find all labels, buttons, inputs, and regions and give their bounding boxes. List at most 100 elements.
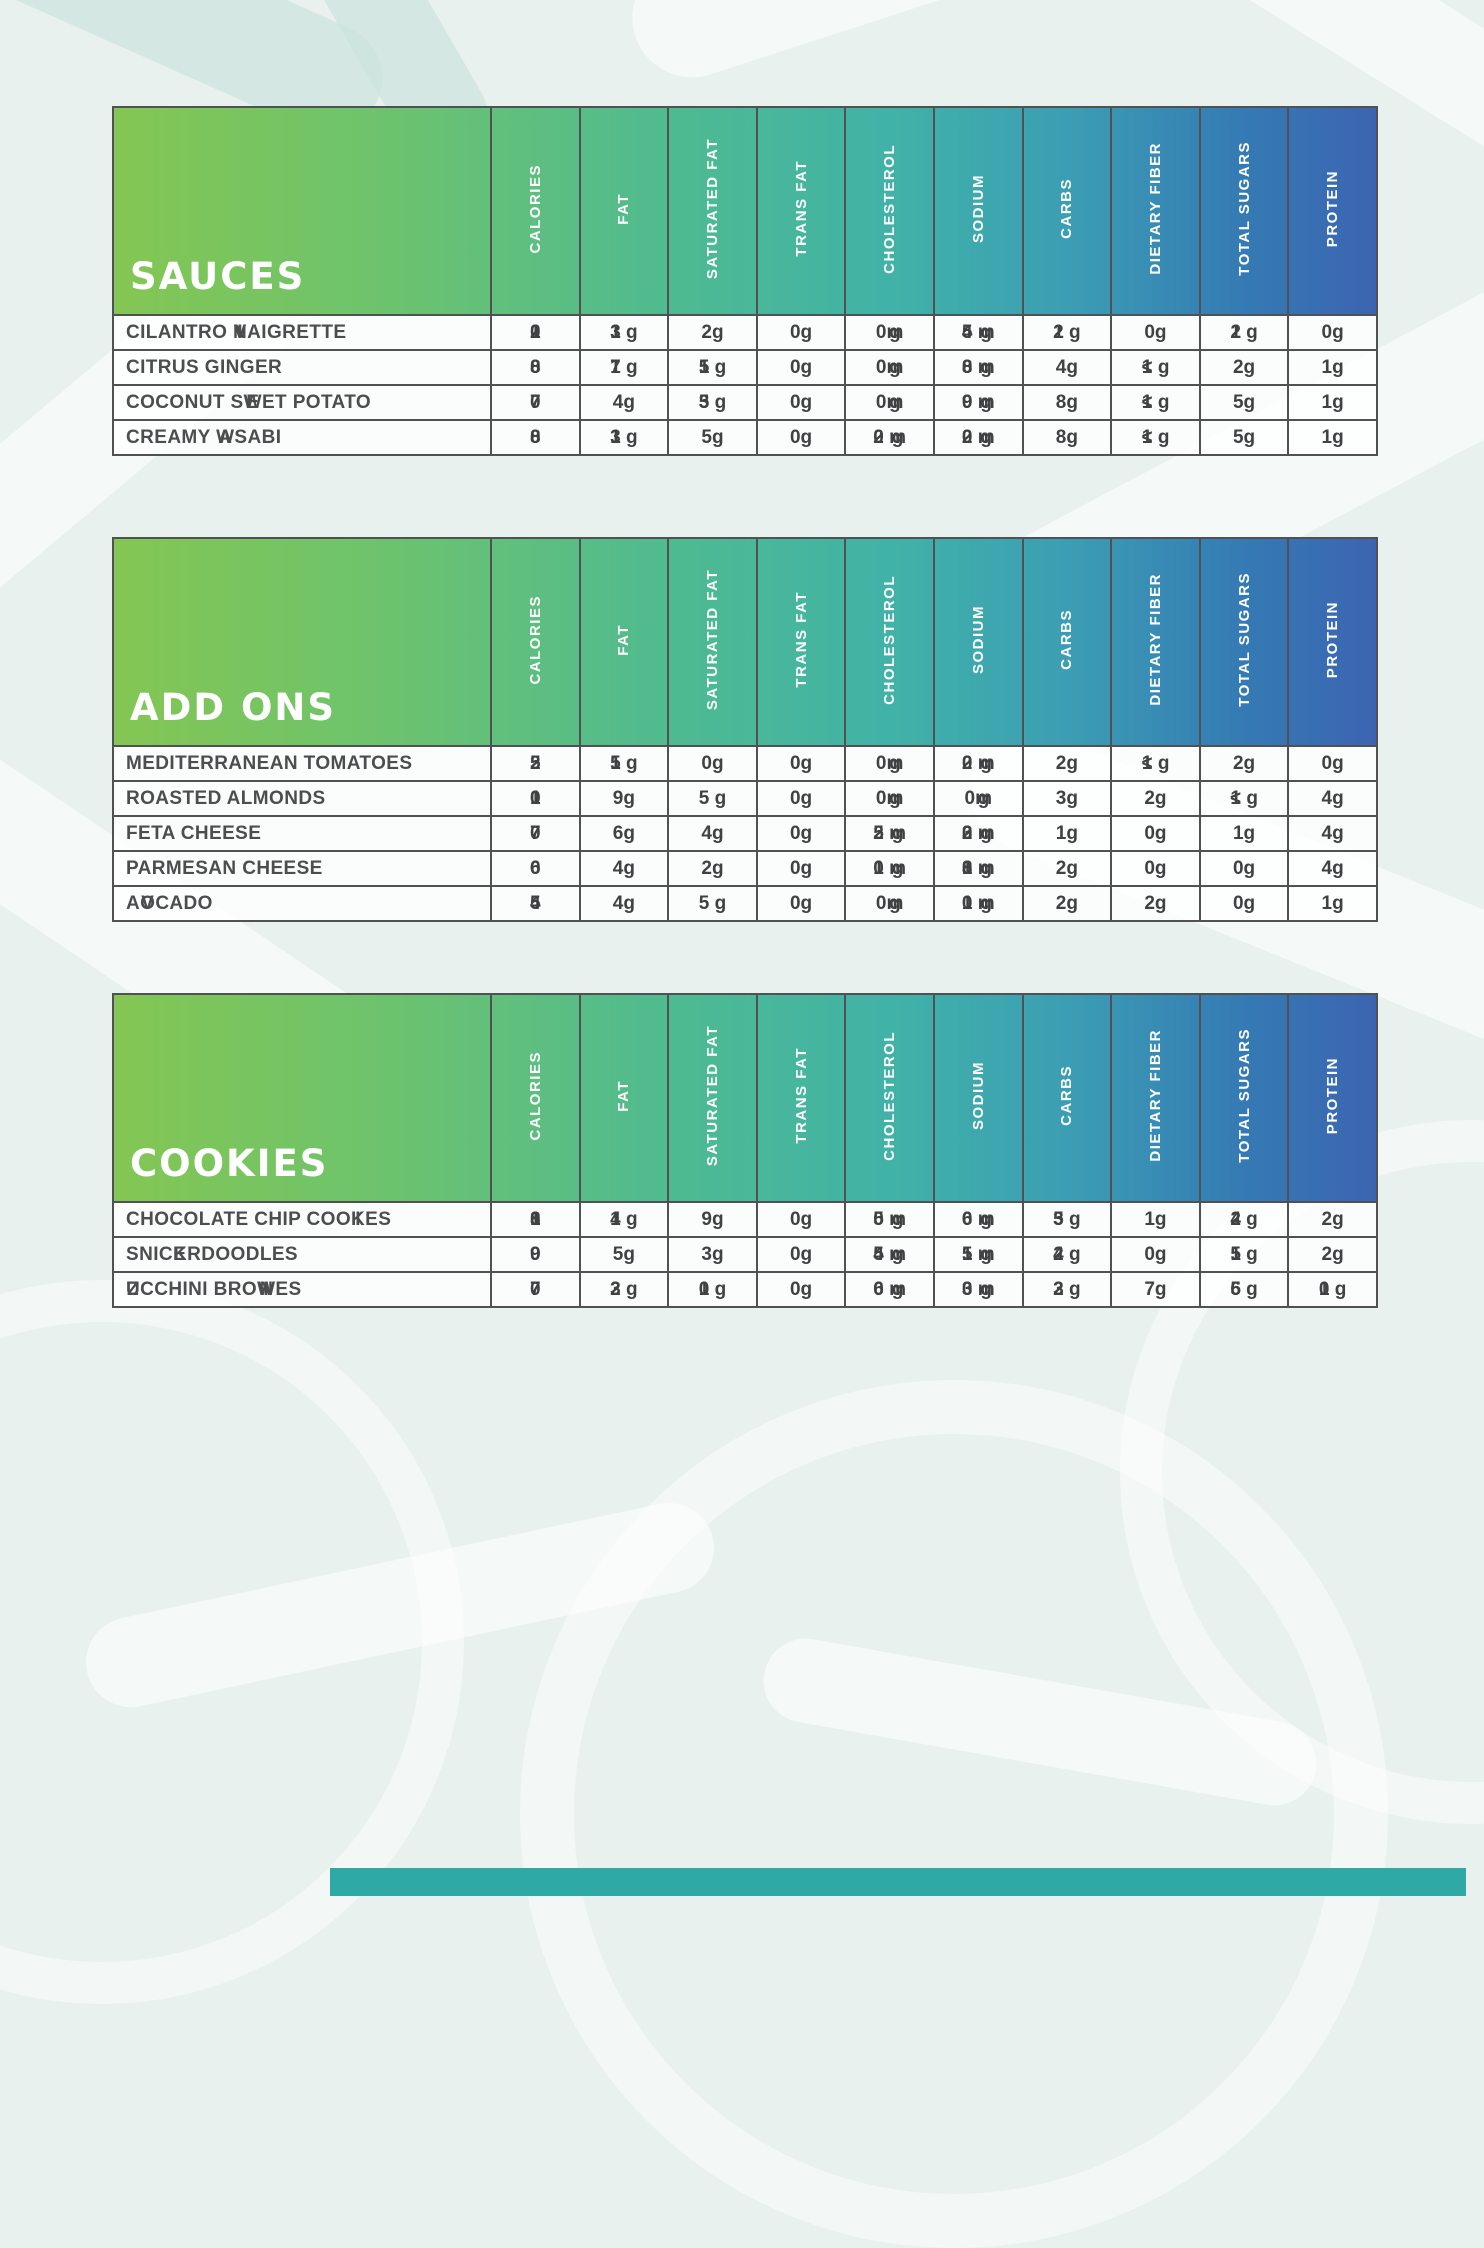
value-cell: 0g <box>667 745 758 782</box>
value-cell: 2g <box>1110 780 1201 817</box>
table-title-cell: ADD ONS <box>112 537 492 747</box>
value-cell: 4g <box>578 885 670 922</box>
row-label: CHOCOLATE CHIP COO K I ES <box>112 1201 492 1238</box>
column-header-cholesterol: CHOLESTEROL <box>844 537 935 747</box>
table-add-ons: ADD ONS CALORIES FAT SATURATED FAT TRANS FAT… <box>112 537 1378 922</box>
palm-swirl-decoration <box>520 1380 1388 2248</box>
column-header-total-sugars: TOTAL SUGARS <box>1198 537 1290 747</box>
value-cell: <1 g <box>1110 419 1201 456</box>
column-header-fat: FAT <box>578 537 670 747</box>
value-cell: 2g <box>1287 1201 1378 1238</box>
value-cell: 3g <box>667 1236 758 1273</box>
row-label: CITRUS GINGER <box>112 349 492 386</box>
table-title: ADD ONS <box>130 686 337 729</box>
value-cell: 5g <box>1198 419 1290 456</box>
value-cell: 4g <box>667 815 758 852</box>
value-cell: 1g <box>1287 349 1378 386</box>
table-sauces: SAUCES CALORIES FAT SATURATED FAT TRANS FAT C… <box>112 106 1378 456</box>
value-cell: 0g <box>755 1236 847 1273</box>
column-header-trans-fat: TRANS FAT <box>755 537 847 747</box>
value-cell: 0g <box>755 780 847 817</box>
value-cell: 5 g <box>667 780 758 817</box>
row-label: CREAMY W A SABI <box>112 419 492 456</box>
value-cell: 4g <box>1021 349 1113 386</box>
palm-leaf-decoration <box>616 0 1244 93</box>
value-cell: 2g <box>1198 349 1290 386</box>
column-header-calories: CALORIES <box>490 106 581 316</box>
column-header-label: FAT <box>615 1079 633 1112</box>
value-cell: <1 g <box>1198 780 1290 817</box>
column-header-total-sugars: TOTAL SUGARS <box>1198 993 1290 1203</box>
column-header-calories: CALORIES <box>490 537 581 747</box>
column-header-label: DIETARY FIBER <box>1146 142 1164 275</box>
column-header-label: TRANS FAT <box>792 591 810 688</box>
table-row: COCONUT S W E ET POTATO 7 0 4g 3 5 g 0g 0 m g 9 0 m g 8g… <box>112 384 1378 421</box>
value-cell: 9g <box>667 1201 758 1238</box>
nutrition-table: SAUCES CALORIES FAT SATURATED FAT TRANS FAT C… <box>112 106 1378 456</box>
value-cell: 2g <box>667 314 758 351</box>
column-header-trans-fat: TRANS FAT <box>755 993 847 1203</box>
value-cell: 1g <box>1287 419 1378 456</box>
value-cell: 4g <box>1287 815 1378 852</box>
value-cell: 0g <box>755 1271 847 1308</box>
column-header-label: SATURATED FAT <box>703 568 721 711</box>
table-title-cell: SAUCES <box>112 106 492 316</box>
value-cell: 6g <box>578 815 670 852</box>
column-header-dietary-fiber: DIETARY FIBER <box>1110 106 1201 316</box>
value-cell: 0g <box>755 419 847 456</box>
row-label: SNIC K E RDOODLES <box>112 1236 492 1273</box>
column-header-sodium: SODIUM <box>932 537 1024 747</box>
row-label: CILANTRO V I N AIGRETTE <box>112 314 492 351</box>
column-header-label: CALORIES <box>526 594 544 685</box>
value-cell: 3g <box>1021 780 1113 817</box>
table-title-cell: COOKIES <box>112 993 492 1203</box>
value-cell: 2g <box>1287 1236 1378 1273</box>
column-header-fat: FAT <box>578 106 670 316</box>
column-header-dietary-fiber: DIETARY FIBER <box>1110 993 1201 1203</box>
value-cell: 7g <box>1110 1271 1201 1308</box>
value-cell: 4g <box>1287 850 1378 887</box>
column-header-label: PROTEIN <box>1324 169 1342 248</box>
column-header-label: CARBS <box>1058 1065 1076 1126</box>
column-header-calories: CALORIES <box>490 993 581 1203</box>
column-header-fat: FAT <box>578 993 670 1203</box>
column-header-label: TOTAL SUGARS <box>1235 1028 1253 1163</box>
column-header-label: SODIUM <box>969 1061 987 1130</box>
row-label: FETA CHEESE <box>112 815 492 852</box>
table-cookies: COOKIES CALORIES FAT SATURATED FAT TRANS FAT… <box>112 993 1378 1308</box>
value-cell: 0g <box>1287 314 1378 351</box>
value-cell: 0g <box>755 885 847 922</box>
row-label: Z U CCHINI BRO W N I ES <box>112 1271 492 1308</box>
value-cell: 2g <box>1021 745 1113 782</box>
